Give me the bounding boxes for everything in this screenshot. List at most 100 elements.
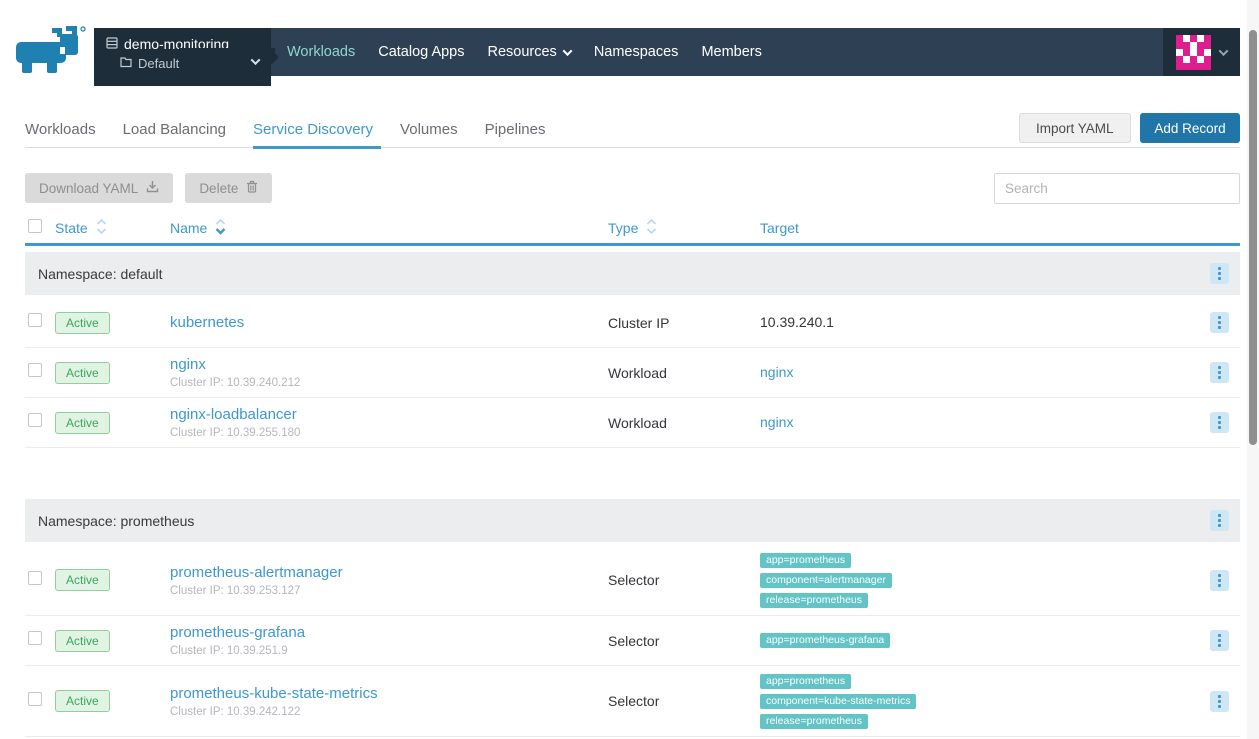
target-workload-link[interactable]: nginx xyxy=(760,363,794,380)
row-checkbox[interactable] xyxy=(28,631,42,645)
search-input[interactable] xyxy=(994,173,1240,204)
column-label: Name xyxy=(170,219,208,236)
avatar-pixel xyxy=(1197,55,1204,63)
avatar-pixel xyxy=(1190,48,1197,56)
namespace-group: Namespace: default Active kubernetes Cluste… xyxy=(25,252,1240,448)
type-cell: Selector xyxy=(608,693,660,709)
tab-service-discovery[interactable]: Service Discovery xyxy=(253,111,382,149)
service-name-link[interactable]: prometheus-grafana xyxy=(170,624,306,641)
dot-icon xyxy=(1218,524,1221,527)
dot-icon xyxy=(1218,583,1221,587)
table-row: Active prometheus-alertmanager Cluster IP:… xyxy=(25,545,1240,616)
row-checkbox[interactable] xyxy=(28,363,42,377)
tab-workloads[interactable]: Workloads xyxy=(25,111,96,147)
namespace-group-header: Namespace: prometheus xyxy=(25,499,1240,542)
column-label: State xyxy=(55,219,88,236)
dot-icon xyxy=(1218,694,1221,698)
avatar-pixel xyxy=(1183,55,1190,63)
target-cell: nginx xyxy=(760,364,1200,382)
active-nav-underbar xyxy=(179,48,275,58)
service-table: State Name Type Target Namespace: default Ac… xyxy=(25,212,1240,739)
group-actions-button[interactable] xyxy=(1210,263,1229,284)
avatar xyxy=(1176,34,1211,70)
nav-item-namespaces[interactable]: Namespaces xyxy=(594,44,679,60)
tab-pipelines[interactable]: Pipelines xyxy=(485,111,546,147)
row-actions-button[interactable] xyxy=(1210,690,1229,712)
avatar-pixel xyxy=(1176,48,1183,56)
dot-icon xyxy=(1218,704,1221,708)
table-row: Active nginx Cluster IP: 10.39.240.212 Work… xyxy=(25,348,1240,398)
dot-icon xyxy=(1218,699,1221,703)
nav-item-label: Catalog Apps xyxy=(378,44,465,60)
status-badge: Active xyxy=(55,690,110,712)
column-header-type[interactable]: Type xyxy=(608,218,760,238)
add-record-button[interactable]: Add Record xyxy=(1140,113,1240,143)
dot-icon xyxy=(1218,578,1221,582)
row-checkbox[interactable] xyxy=(28,313,42,327)
avatar-pixel xyxy=(1183,34,1190,42)
type-cell: Cluster IP xyxy=(608,314,670,331)
download-yaml-button[interactable]: Download YAML xyxy=(25,173,174,203)
table-row: Active nginx-loadbalancer Cluster IP: 10.3… xyxy=(25,398,1240,448)
cluster-ip-text: Cluster IP: 10.39.251.9 xyxy=(170,645,288,657)
tab-load-balancing[interactable]: Load Balancing xyxy=(123,111,226,147)
nav-item-workloads[interactable]: Workloads xyxy=(287,44,355,60)
target-workload-link[interactable]: nginx xyxy=(760,413,794,430)
avatar-pixel xyxy=(1204,41,1211,49)
chevron-down-icon xyxy=(562,44,573,60)
service-name-link[interactable]: nginx xyxy=(170,356,206,373)
row-checkbox[interactable] xyxy=(28,413,42,427)
delete-button[interactable]: Delete xyxy=(185,173,273,203)
avatar-pixel xyxy=(1183,48,1190,56)
nav-item-label: Namespaces xyxy=(593,44,679,60)
dot-icon xyxy=(1218,321,1221,324)
service-name-link[interactable]: prometheus-alertmanager xyxy=(170,563,343,581)
row-checkbox[interactable] xyxy=(28,691,42,706)
column-header-name[interactable]: Name xyxy=(170,218,608,238)
service-name-link[interactable]: kubernetes xyxy=(170,314,245,331)
nav-item-resources[interactable]: Resources xyxy=(487,44,573,60)
scrollbar-thumb[interactable] xyxy=(1249,30,1257,445)
namespace-group-label: Namespace: default xyxy=(38,265,163,282)
dot-icon xyxy=(1218,371,1221,374)
status-badge: Active xyxy=(55,411,110,434)
select-all-checkbox[interactable] xyxy=(28,219,42,233)
table-row: Active prometheus-grafana Cluster IP: 10.3… xyxy=(25,616,1240,666)
avatar-pixel xyxy=(1183,41,1190,49)
avatar-pixel xyxy=(1176,41,1183,49)
chevron-down-icon xyxy=(1218,43,1229,61)
row-actions-button[interactable] xyxy=(1210,412,1229,433)
row-actions-button[interactable] xyxy=(1210,630,1229,651)
type-cell: Workload xyxy=(608,364,667,381)
nav-item-members[interactable]: Members xyxy=(701,44,761,60)
column-header-state[interactable]: State xyxy=(55,218,170,238)
table-header-row: State Name Type Target xyxy=(25,212,1240,243)
service-name-link[interactable]: prometheus-kube-state-metrics xyxy=(170,684,378,702)
section-tabs: Workloads Load Balancing Service Discovery… xyxy=(25,111,1240,149)
row-actions-button[interactable] xyxy=(1210,312,1229,333)
row-checkbox[interactable] xyxy=(28,570,42,585)
sort-icon xyxy=(96,218,107,238)
type-cell: Workload xyxy=(608,414,667,431)
cluster-icon xyxy=(106,36,118,52)
tab-label: Volumes xyxy=(400,120,458,138)
nav-item-label: Resources xyxy=(487,44,557,60)
nav-item-catalog-apps[interactable]: Catalog Apps xyxy=(378,44,464,60)
project-icon xyxy=(120,56,132,71)
service-name-link[interactable]: nginx-loadbalancer xyxy=(170,406,297,423)
cluster-ip-text: Cluster IP: 10.39.240.212 xyxy=(170,377,301,389)
group-actions-button[interactable] xyxy=(1210,510,1229,531)
scrollbar-track[interactable] xyxy=(1247,0,1259,739)
namespace-group-label: Namespace: prometheus xyxy=(38,512,195,529)
dot-icon xyxy=(1218,267,1221,270)
tab-label: Pipelines xyxy=(484,120,546,138)
import-yaml-button[interactable]: Import YAML xyxy=(1019,113,1131,143)
status-badge: Active xyxy=(55,361,110,384)
avatar-pixel xyxy=(1176,34,1183,42)
tab-volumes[interactable]: Volumes xyxy=(400,111,458,147)
cluster-ip-text: Cluster IP: 10.39.242.122 xyxy=(170,705,301,718)
row-actions-button[interactable] xyxy=(1210,569,1229,591)
avatar-pixel xyxy=(1204,34,1211,42)
row-actions-button[interactable] xyxy=(1210,362,1229,383)
user-menu[interactable] xyxy=(1163,28,1240,76)
